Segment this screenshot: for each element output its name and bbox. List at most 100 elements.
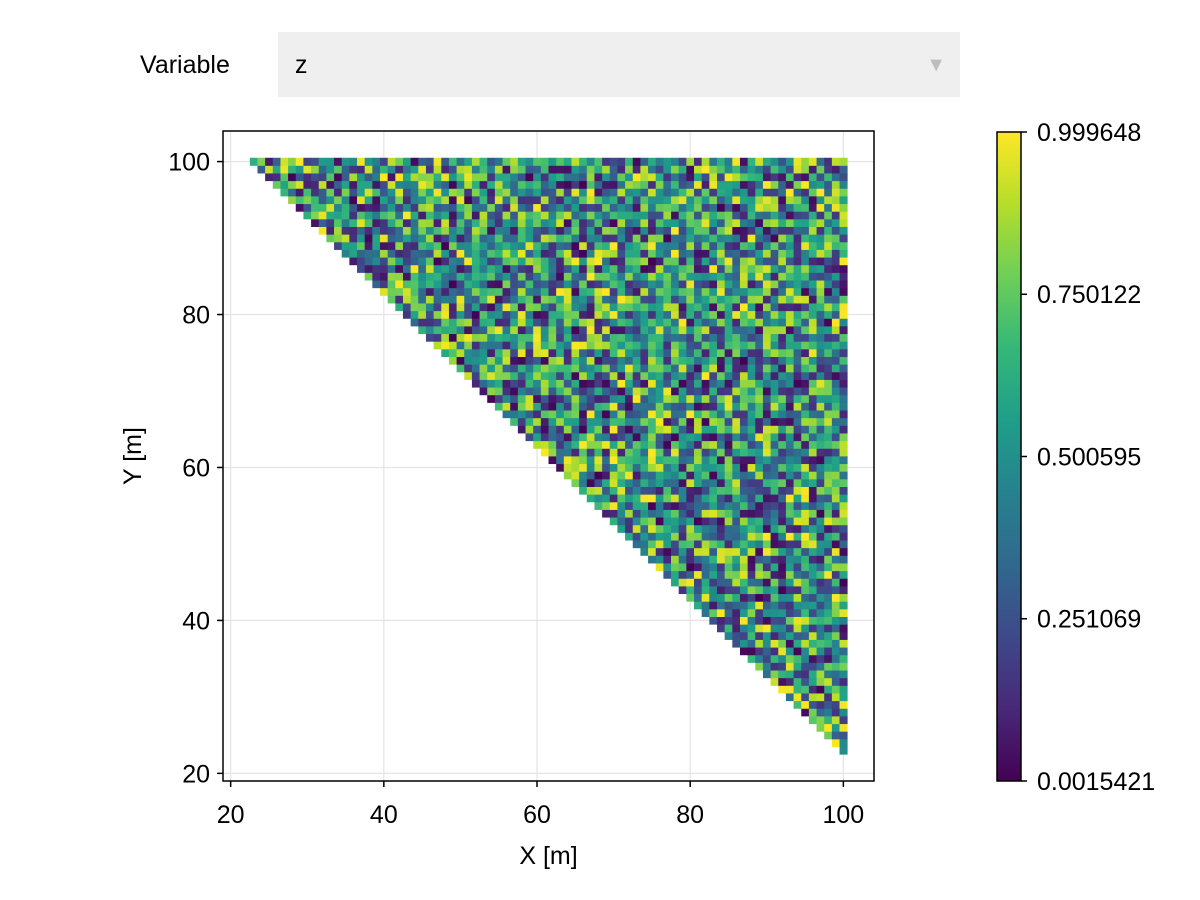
heatmap-cell (288, 157, 297, 166)
heatmap-cell (839, 700, 848, 709)
heatmap-cell (839, 501, 848, 510)
heatmap-cell (418, 287, 427, 296)
heatmap-cell (632, 326, 641, 335)
triangle-down-icon[interactable]: ▼ (926, 54, 946, 76)
heatmap-cell (663, 540, 672, 549)
heatmap-cell (594, 257, 603, 266)
heatmap-cell (808, 448, 817, 457)
heatmap-cell (770, 410, 779, 419)
heatmap-cell (762, 379, 772, 388)
heatmap-cell (686, 478, 695, 487)
heatmap-cell (441, 287, 450, 296)
heatmap-cell (816, 157, 825, 166)
heatmap-cell (517, 188, 526, 197)
variable-select[interactable]: z ▼ (278, 32, 960, 97)
heatmap-cell (540, 425, 549, 434)
heatmap-cell (824, 540, 833, 549)
heatmap-cell (755, 555, 764, 564)
heatmap-cell (686, 540, 695, 549)
heatmap-cell (663, 448, 672, 457)
heatmap-cell (686, 456, 695, 465)
y-tick-label: 40 (182, 607, 210, 635)
heatmap-cell (326, 196, 335, 205)
heatmap-cell (739, 494, 749, 503)
heatmap-cell (831, 203, 840, 212)
heatmap-cell (517, 425, 526, 434)
heatmap-cell (648, 226, 657, 235)
heatmap-cell (770, 563, 779, 572)
heatmap-cell (648, 234, 657, 243)
heatmap-cell (510, 341, 519, 350)
heatmap-cell (686, 241, 695, 250)
heatmap-cell (433, 272, 442, 281)
heatmap-cell (441, 173, 450, 182)
heatmap-cell (349, 165, 358, 174)
heatmap-cell (686, 165, 695, 174)
heatmap-cell (441, 295, 450, 304)
heatmap-cell (686, 440, 695, 449)
heatmap-cell (701, 570, 710, 579)
heatmap-cell (739, 341, 749, 350)
heatmap-cell (816, 410, 825, 419)
heatmap-cell (709, 211, 718, 220)
heatmap-cell (548, 371, 557, 380)
heatmap-cell (793, 318, 802, 327)
heatmap-cell (540, 218, 549, 227)
heatmap-cell (579, 486, 588, 495)
heatmap-cell (502, 326, 511, 335)
heatmap-cell (770, 303, 779, 312)
heatmap-cell (632, 280, 641, 289)
heatmap-cell (594, 387, 603, 396)
heatmap-cell (701, 264, 710, 273)
heatmap-cell (609, 448, 618, 457)
heatmap-cell (609, 456, 618, 465)
heatmap-cell (824, 326, 833, 335)
heatmap-cell (709, 509, 718, 518)
heatmap-cell (808, 280, 817, 289)
heatmap-cell (839, 670, 848, 679)
heatmap-cell (640, 348, 649, 357)
heatmap-cell (448, 295, 457, 304)
heatmap-cell (678, 440, 687, 449)
heatmap-cell (816, 379, 825, 388)
heatmap-cell (433, 188, 442, 197)
heatmap-cell (395, 295, 404, 304)
heatmap-cell (839, 211, 848, 220)
heatmap-cell (579, 394, 588, 403)
heatmap-cell (724, 624, 733, 633)
heatmap-cell (402, 272, 412, 281)
heatmap-cell (831, 494, 840, 503)
heatmap-cell (793, 295, 802, 304)
heatmap-cell (648, 203, 657, 212)
heatmap-cell (502, 249, 511, 258)
heatmap-cell (272, 173, 281, 182)
heatmap-cell (701, 280, 710, 289)
heatmap-cell (594, 356, 603, 365)
heatmap-cell (540, 173, 549, 182)
heatmap-cell (739, 433, 749, 442)
heatmap-cell (663, 272, 672, 281)
heatmap-cell (762, 547, 772, 556)
heatmap-cell (755, 471, 764, 480)
heatmap-cell (357, 257, 366, 266)
heatmap-cell (648, 272, 657, 281)
heatmap-cell (471, 249, 480, 258)
y-tick-label: 80 (182, 302, 210, 330)
heatmap-cell (464, 326, 473, 335)
heatmap-cell (709, 157, 718, 166)
heatmap-cell (579, 241, 588, 250)
heatmap-cell (816, 249, 825, 258)
heatmap-cell (502, 203, 511, 212)
heatmap-cell (586, 257, 595, 266)
heatmap-cell (778, 203, 787, 212)
heatmap-cell (839, 540, 848, 549)
heatmap-cell (778, 157, 787, 166)
heatmap-cell (739, 234, 749, 243)
heatmap-cell (694, 547, 703, 556)
heatmap-cell (334, 165, 343, 174)
heatmap-cell (517, 341, 526, 350)
heatmap-cell (425, 157, 435, 166)
heatmap-cell (632, 532, 641, 541)
heatmap-cell (739, 241, 749, 250)
heatmap-cell (686, 524, 695, 533)
